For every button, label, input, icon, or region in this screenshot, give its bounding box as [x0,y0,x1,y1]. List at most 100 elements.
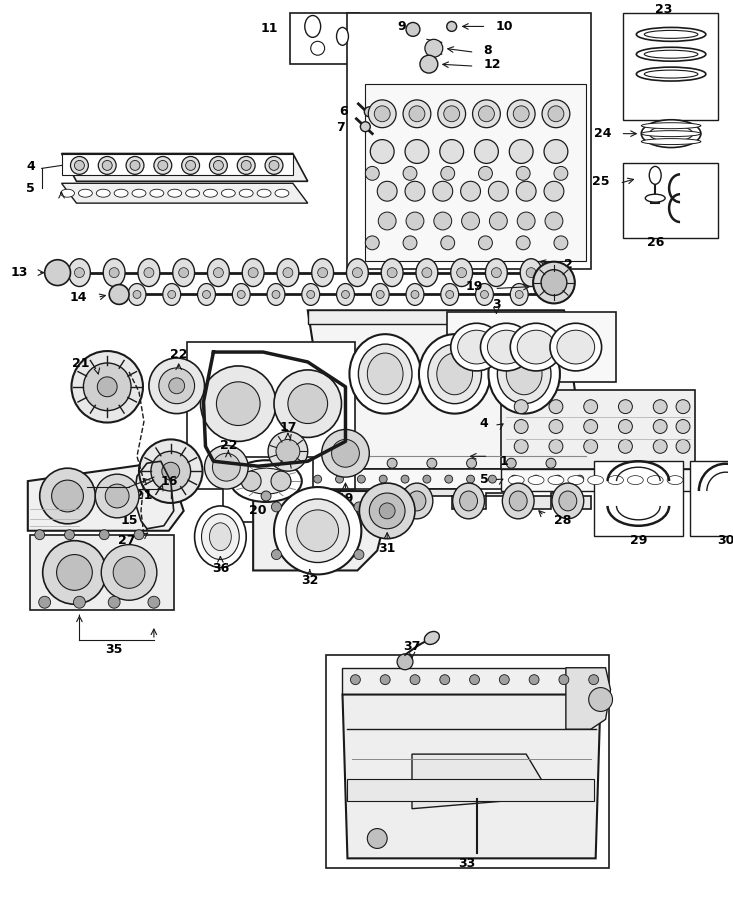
Polygon shape [446,312,616,382]
Ellipse shape [168,291,176,299]
Circle shape [354,550,364,560]
Circle shape [409,106,425,122]
Ellipse shape [75,267,84,277]
Ellipse shape [588,475,603,484]
Ellipse shape [451,323,502,371]
Ellipse shape [517,330,555,364]
Circle shape [583,419,597,434]
Ellipse shape [644,70,698,78]
Ellipse shape [45,260,70,285]
Ellipse shape [552,483,583,518]
Text: 15: 15 [120,514,138,527]
Polygon shape [28,464,184,531]
Circle shape [583,439,597,454]
Ellipse shape [257,189,271,197]
Circle shape [162,463,180,480]
Ellipse shape [481,323,532,371]
Circle shape [359,483,415,539]
Circle shape [213,454,240,482]
Circle shape [99,530,109,540]
Circle shape [479,236,493,250]
Circle shape [545,212,563,230]
Ellipse shape [437,353,473,395]
Text: 26: 26 [647,237,664,249]
Circle shape [367,829,387,849]
Text: 22: 22 [170,347,188,361]
Ellipse shape [488,334,560,414]
Ellipse shape [102,160,112,170]
Circle shape [84,363,131,410]
Ellipse shape [109,284,129,304]
Ellipse shape [173,258,194,286]
Circle shape [139,439,202,503]
Circle shape [271,550,281,560]
Ellipse shape [550,323,602,371]
Bar [690,462,733,536]
Bar [187,342,356,489]
Ellipse shape [302,284,320,305]
Text: 23: 23 [655,3,673,16]
Ellipse shape [485,258,507,286]
Circle shape [516,166,530,180]
Circle shape [241,472,261,491]
Ellipse shape [451,258,473,286]
Ellipse shape [491,267,501,277]
Ellipse shape [406,284,424,305]
Circle shape [405,181,425,202]
Ellipse shape [130,160,140,170]
Circle shape [365,236,379,250]
Ellipse shape [541,270,567,295]
Ellipse shape [267,284,285,305]
Circle shape [387,458,397,468]
Ellipse shape [548,475,564,484]
Circle shape [488,475,496,483]
Ellipse shape [460,491,477,511]
Text: 8: 8 [484,44,492,57]
Ellipse shape [367,353,403,395]
Circle shape [268,431,308,472]
Circle shape [653,419,667,434]
Ellipse shape [507,353,542,395]
Ellipse shape [168,189,182,197]
Polygon shape [62,184,308,203]
Text: 22: 22 [220,439,237,452]
Ellipse shape [502,483,534,518]
Bar [290,13,359,64]
Circle shape [216,382,260,426]
Ellipse shape [242,258,264,286]
Ellipse shape [103,258,125,286]
Ellipse shape [641,139,701,145]
Circle shape [460,181,481,202]
Polygon shape [308,310,564,324]
Circle shape [549,400,563,414]
Polygon shape [412,754,541,809]
Ellipse shape [336,27,348,45]
Ellipse shape [608,475,624,484]
Text: 20: 20 [249,504,267,518]
Circle shape [467,458,476,468]
Circle shape [72,351,143,422]
Circle shape [148,597,160,608]
Circle shape [288,383,328,424]
Ellipse shape [381,258,403,286]
Ellipse shape [210,157,227,175]
Ellipse shape [68,258,90,286]
Ellipse shape [248,267,258,277]
Ellipse shape [342,291,350,299]
Circle shape [106,484,129,508]
Circle shape [378,212,396,230]
Circle shape [159,368,194,404]
Text: 12: 12 [484,58,501,71]
Circle shape [441,236,454,250]
Circle shape [427,458,437,468]
Text: 24: 24 [594,127,611,140]
Circle shape [516,236,530,250]
Polygon shape [62,154,293,176]
Circle shape [108,597,120,608]
Circle shape [101,544,157,600]
Ellipse shape [286,499,350,562]
Text: 10: 10 [496,20,513,33]
Ellipse shape [61,189,75,197]
Text: 28: 28 [554,514,571,527]
Ellipse shape [202,291,210,299]
